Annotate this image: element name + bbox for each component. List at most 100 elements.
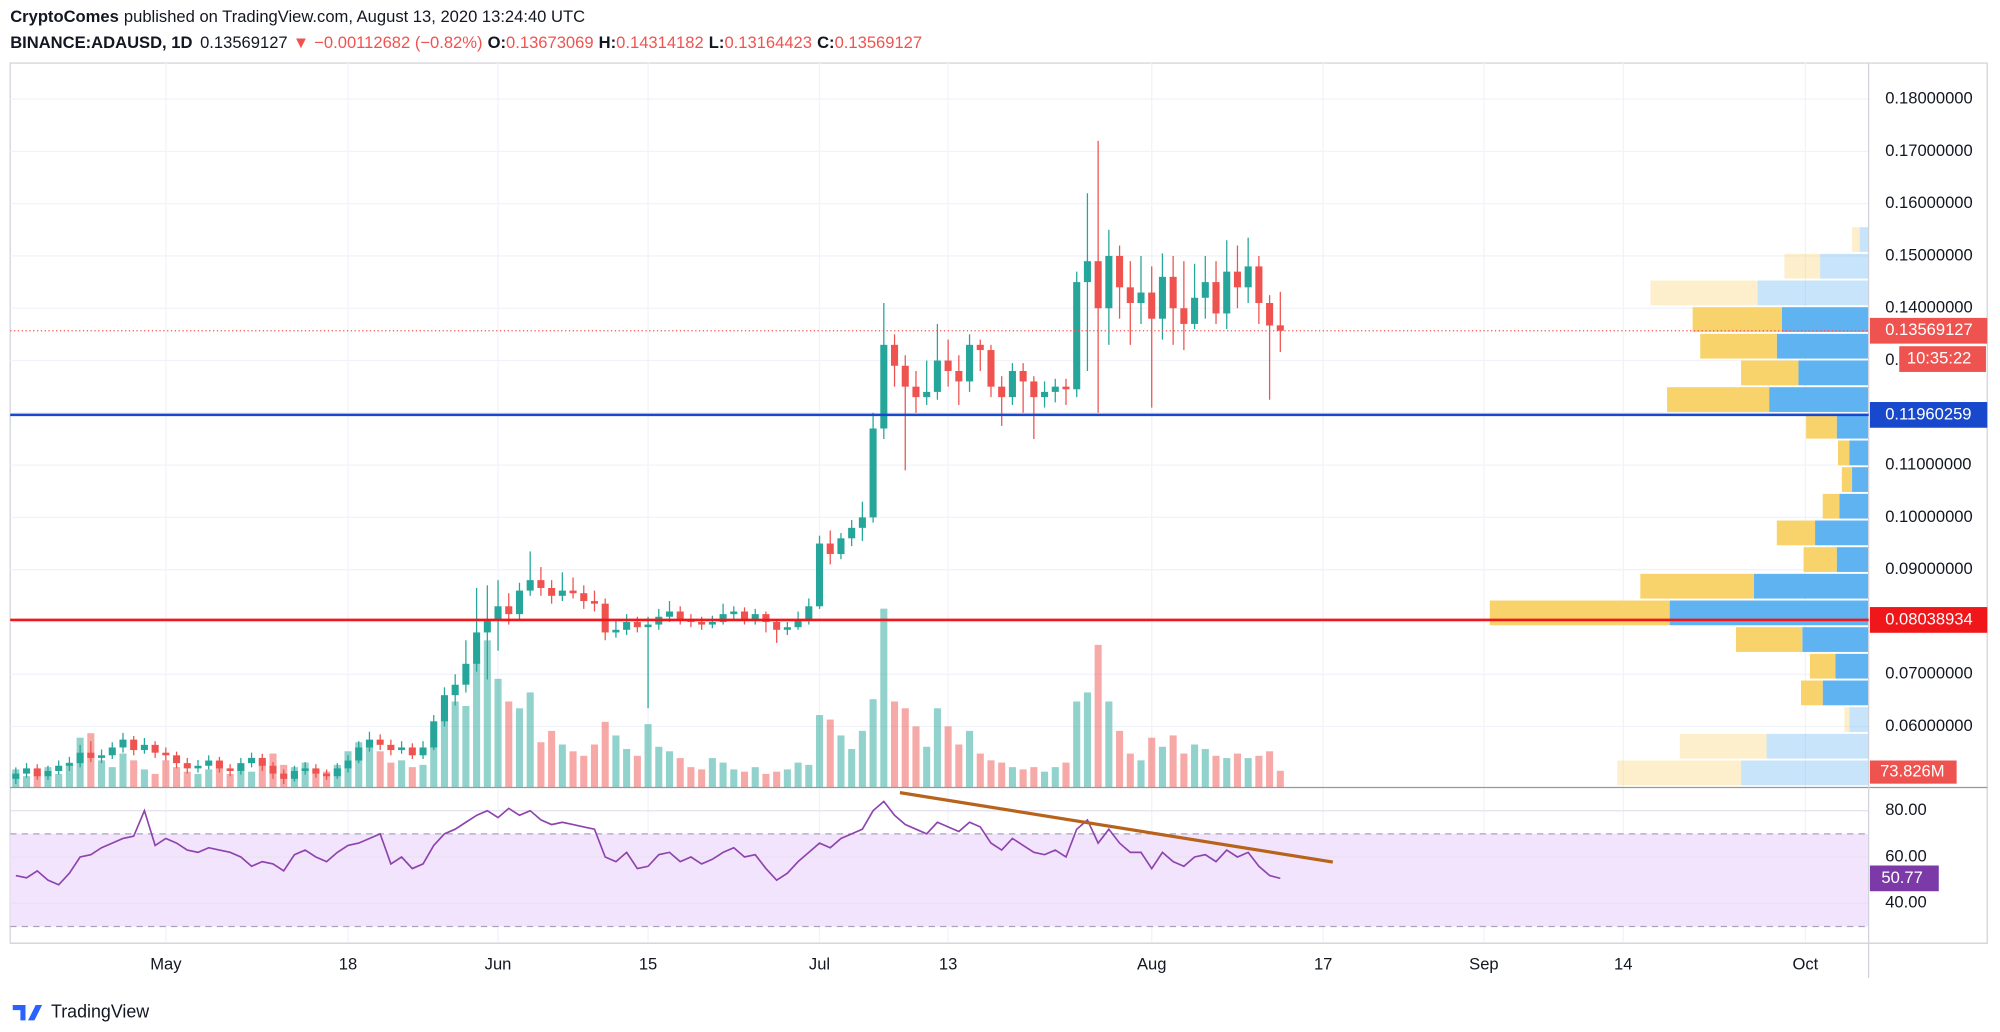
profile-up — [1822, 680, 1869, 706]
candle-body — [387, 744, 395, 751]
candle-body — [890, 344, 899, 366]
volume-bar — [130, 760, 138, 788]
candle-body — [1116, 255, 1124, 288]
candle-body — [1191, 297, 1199, 324]
candle-body — [1137, 292, 1145, 304]
volume-bar — [1062, 762, 1070, 788]
volume-bar — [794, 762, 802, 788]
brand-logo — [12, 1004, 43, 1021]
profile-up — [1753, 573, 1869, 599]
y-tick-label: 0.15000000 — [1885, 245, 1973, 264]
y-tick-label: 0.18000000 — [1885, 88, 1973, 107]
candle-body — [933, 360, 941, 392]
profile-up — [1769, 387, 1869, 412]
profile-down — [1838, 440, 1850, 466]
candle-body — [1266, 303, 1274, 326]
volume-bar — [387, 762, 395, 788]
volume-bar — [515, 708, 524, 788]
author[interactable]: CryptoComes — [10, 7, 119, 26]
brand-text: TradingView — [51, 1001, 149, 1021]
volume-bar — [890, 701, 899, 788]
low-label: L: — [709, 33, 725, 52]
profile-up — [1835, 653, 1869, 679]
profile-down — [1809, 653, 1836, 679]
rsi-label: 50.77 — [1881, 868, 1922, 887]
profile-down — [1803, 547, 1837, 572]
candle-body — [505, 606, 513, 615]
volume-bar — [483, 640, 491, 788]
volume-bar — [1030, 767, 1038, 788]
profile-down — [1650, 280, 1758, 306]
candle-body — [751, 614, 759, 620]
level-box — [1869, 402, 1988, 428]
candle-body — [665, 611, 674, 617]
countdown-box — [1899, 346, 1986, 372]
candle-body — [923, 391, 931, 398]
candle-body — [301, 768, 309, 771]
volume-bar — [1116, 730, 1124, 788]
candle-body — [848, 527, 856, 539]
candle-body — [494, 606, 502, 620]
volume-bar — [740, 771, 749, 788]
candle-body — [140, 744, 148, 751]
x-tick-label: 15 — [639, 954, 657, 973]
profile-down — [1806, 413, 1837, 439]
candle-body — [1212, 282, 1220, 314]
candle-body — [87, 752, 95, 758]
profile-up — [1669, 600, 1869, 626]
candle-body — [98, 755, 106, 758]
y-tick-label: 0.14000000 — [1885, 298, 1973, 317]
volume-bar — [1244, 758, 1252, 788]
published: published on TradingView.com, August 13,… — [124, 7, 585, 26]
volume-bar — [751, 767, 759, 788]
change: −0.00112682 (−0.82%) — [314, 33, 482, 52]
level-label: 0.08038934 — [1885, 609, 1973, 628]
candle-body — [1148, 292, 1156, 319]
volume-bar — [1233, 753, 1241, 788]
candle-body — [194, 765, 202, 769]
candle-body — [290, 770, 298, 779]
candle-body — [708, 621, 716, 625]
x-tick-label: 13 — [939, 954, 957, 973]
volume-bar — [815, 715, 824, 788]
candle-body — [483, 619, 491, 633]
y-tick-label: 0.06000000 — [1885, 716, 1973, 735]
low-value: 0.13164423 — [724, 33, 812, 52]
brand[interactable]: TradingView — [12, 1001, 150, 1021]
candle-body — [880, 344, 888, 429]
volume-bar — [183, 771, 191, 788]
volume-bar — [1094, 644, 1102, 788]
volume-bar — [312, 769, 320, 788]
rsi-tick-label: 40.00 — [1885, 893, 1926, 912]
volume-bar — [869, 699, 877, 788]
candle-body — [1051, 386, 1059, 392]
volume-bar — [858, 730, 866, 788]
candle-body — [1201, 282, 1209, 298]
candle-body — [633, 621, 641, 628]
volume-bar — [601, 721, 609, 788]
volume-bar — [108, 767, 116, 788]
volume-bar — [1201, 749, 1209, 788]
candle-body — [955, 370, 963, 382]
profile-up — [1757, 280, 1869, 306]
y-tick-label: 0.17000000 — [1885, 141, 1973, 160]
profile-down — [1844, 707, 1850, 732]
volume-bar — [987, 760, 995, 788]
symbol[interactable]: BINANCE:ADAUSD, 1D — [10, 33, 192, 52]
candle-body — [558, 590, 566, 596]
candle-body — [1233, 271, 1241, 288]
volume-bar — [1008, 767, 1016, 788]
candle-body — [794, 619, 802, 628]
profile-down — [1822, 493, 1840, 519]
candle-body — [590, 601, 599, 604]
profile-down — [1617, 760, 1742, 786]
volume-bar — [762, 773, 770, 788]
volume-bar — [773, 771, 781, 788]
volume-bar — [1212, 755, 1220, 788]
candle-body — [1062, 386, 1070, 390]
volume-bar — [826, 719, 834, 788]
volume-bar — [590, 744, 599, 788]
volume-bar — [226, 773, 234, 788]
